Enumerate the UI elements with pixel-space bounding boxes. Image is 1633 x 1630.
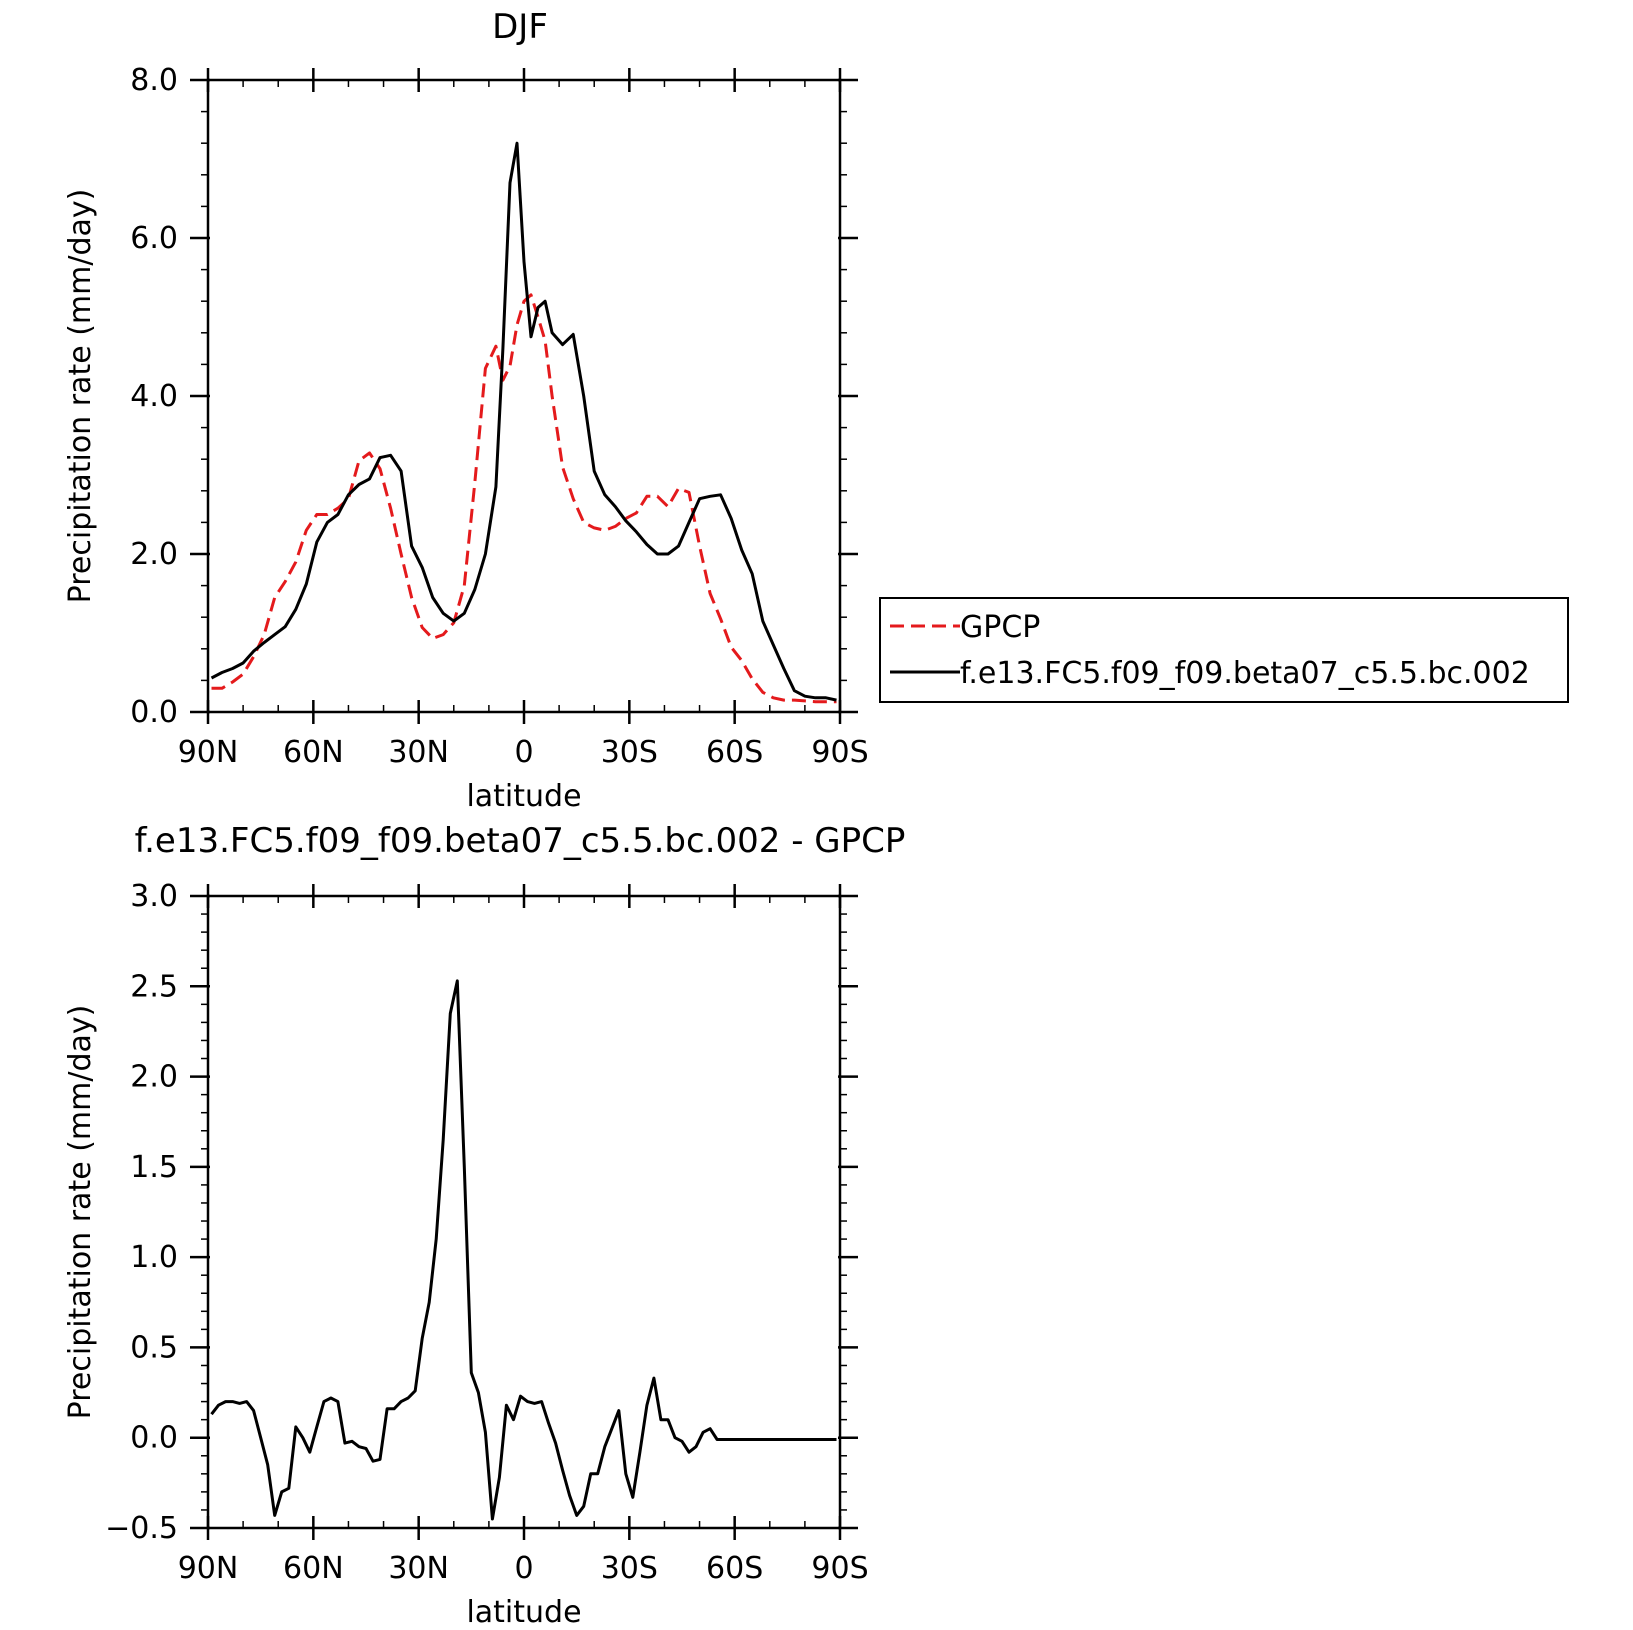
- series-line-gpcp: [211, 293, 837, 704]
- y-tick-label: 0.0: [130, 695, 178, 730]
- y-tick-label: 6.0: [130, 221, 178, 256]
- chart-title: DJF: [492, 7, 548, 47]
- y-tick-label: 8.0: [130, 63, 178, 98]
- x-axis-label: latitude: [466, 779, 581, 814]
- legend-label: GPCP: [960, 610, 1040, 645]
- x-tick-label: 30N: [388, 735, 449, 770]
- x-tick-label: 60S: [706, 735, 763, 770]
- x-tick-label: 60N: [283, 735, 344, 770]
- x-tick-label: 90S: [811, 735, 868, 770]
- x-tick-label: 60N: [283, 1551, 344, 1586]
- plot-frame: [206, 78, 842, 714]
- y-tick-label: 4.0: [130, 379, 178, 414]
- x-tick-label: 30S: [601, 735, 658, 770]
- y-tick-label: 0.5: [130, 1330, 178, 1365]
- x-tick-label: 90S: [811, 1551, 868, 1586]
- y-tick-label: 2.5: [130, 969, 178, 1004]
- y-tick-label: 1.5: [130, 1150, 178, 1185]
- y-tick-label: 1.0: [130, 1240, 178, 1275]
- y-tick-label: 2.0: [130, 1060, 178, 1095]
- y-tick-label: 0.0: [130, 1421, 178, 1456]
- chart-title: f.e13.FC5.f09_f09.beta07_c5.5.bc.002 - G…: [135, 821, 906, 861]
- x-tick-label: 0: [514, 735, 533, 770]
- x-tick-label: 60S: [706, 1551, 763, 1586]
- y-axis-label: Precipitation rate (mm/day): [63, 189, 98, 604]
- legend-box: [879, 597, 1569, 703]
- series-line-model: [210, 979, 837, 1521]
- y-tick-label: −0.5: [105, 1511, 178, 1546]
- series-line-model: [210, 141, 837, 702]
- x-tick-label: 90N: [178, 1551, 239, 1586]
- y-tick-label: 2.0: [130, 537, 178, 572]
- y-axis-label: Precipitation rate (mm/day): [63, 1005, 98, 1420]
- y-tick-label: 3.0: [130, 879, 178, 914]
- x-tick-label: 30S: [601, 1551, 658, 1586]
- plot-frame: [206, 894, 842, 1530]
- legend-label: f.e13.FC5.f09_f09.beta07_c5.5.bc.002: [960, 656, 1530, 691]
- x-axis-label: latitude: [466, 1595, 581, 1630]
- x-tick-label: 90N: [178, 735, 239, 770]
- x-tick-label: 0: [514, 1551, 533, 1586]
- x-tick-label: 30N: [388, 1551, 449, 1586]
